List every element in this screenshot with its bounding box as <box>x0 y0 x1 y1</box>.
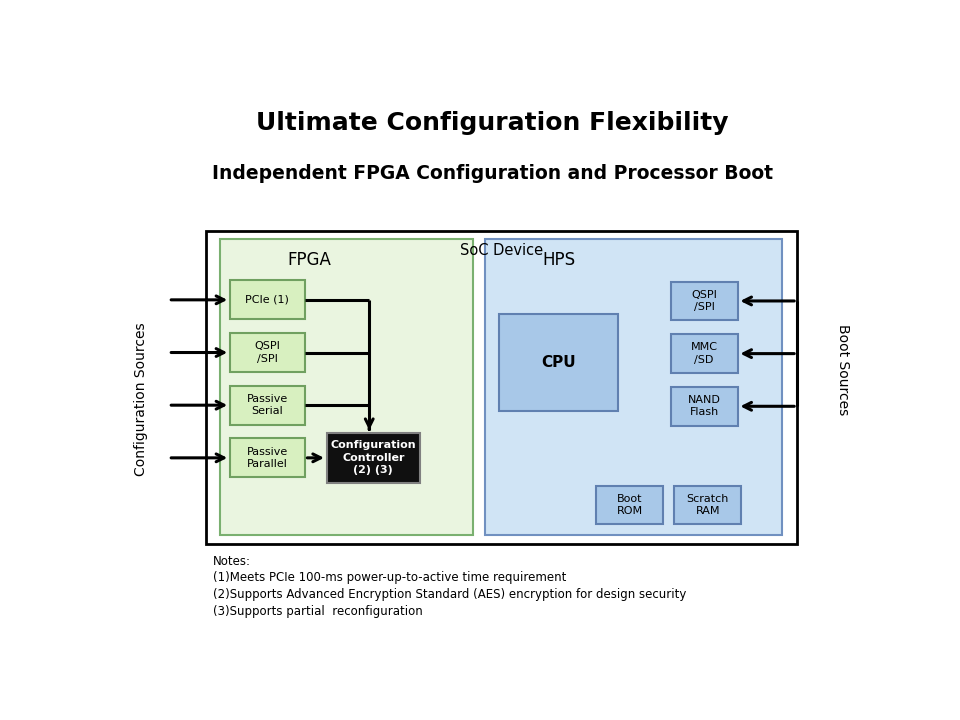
Text: Passive
Parallel: Passive Parallel <box>247 446 288 469</box>
Text: Notes:: Notes: <box>213 555 251 568</box>
Text: (3)Supports partial  reconfiguration: (3)Supports partial reconfiguration <box>213 605 422 618</box>
Text: PCIe (1): PCIe (1) <box>246 295 289 305</box>
Text: HPS: HPS <box>542 251 576 269</box>
Text: Scratch
RAM: Scratch RAM <box>686 494 729 516</box>
Bar <box>230 333 304 372</box>
Text: (2)Supports Advanced Encryption Standard (AES) encryption for design security: (2)Supports Advanced Encryption Standard… <box>213 588 686 601</box>
Bar <box>205 230 797 544</box>
Text: Boot Sources: Boot Sources <box>836 323 851 415</box>
Text: Passive
Serial: Passive Serial <box>247 394 288 416</box>
Text: Boot
ROM: Boot ROM <box>616 494 642 516</box>
Bar <box>596 485 663 524</box>
Text: Configuration
Controller
(2) (3): Configuration Controller (2) (3) <box>330 441 416 475</box>
Bar <box>670 282 737 320</box>
Text: SoC Device: SoC Device <box>460 243 542 258</box>
Bar <box>326 433 420 483</box>
Text: Independent FPGA Configuration and Processor Boot: Independent FPGA Configuration and Proce… <box>211 164 773 183</box>
Bar <box>485 239 782 536</box>
Bar <box>230 438 304 477</box>
Bar <box>670 387 737 426</box>
Bar <box>499 314 618 410</box>
Text: NAND
Flash: NAND Flash <box>687 395 720 418</box>
Bar <box>230 280 304 319</box>
Text: CPU: CPU <box>541 355 576 369</box>
Bar <box>230 386 304 425</box>
Text: MMC
/SD: MMC /SD <box>690 343 717 365</box>
Text: QSPI
/SPI: QSPI /SPI <box>691 289 717 312</box>
Bar <box>670 334 737 373</box>
Text: (1)Meets PCIe 100-ms power-up-to-active time requirement: (1)Meets PCIe 100-ms power-up-to-active … <box>213 572 566 585</box>
Bar <box>221 239 473 536</box>
Text: FPGA: FPGA <box>288 251 331 269</box>
Bar <box>674 485 741 524</box>
Text: QSPI
/SPI: QSPI /SPI <box>254 341 280 364</box>
Text: Configuration Sources: Configuration Sources <box>133 323 148 477</box>
Text: Ultimate Configuration Flexibility: Ultimate Configuration Flexibility <box>255 112 729 135</box>
